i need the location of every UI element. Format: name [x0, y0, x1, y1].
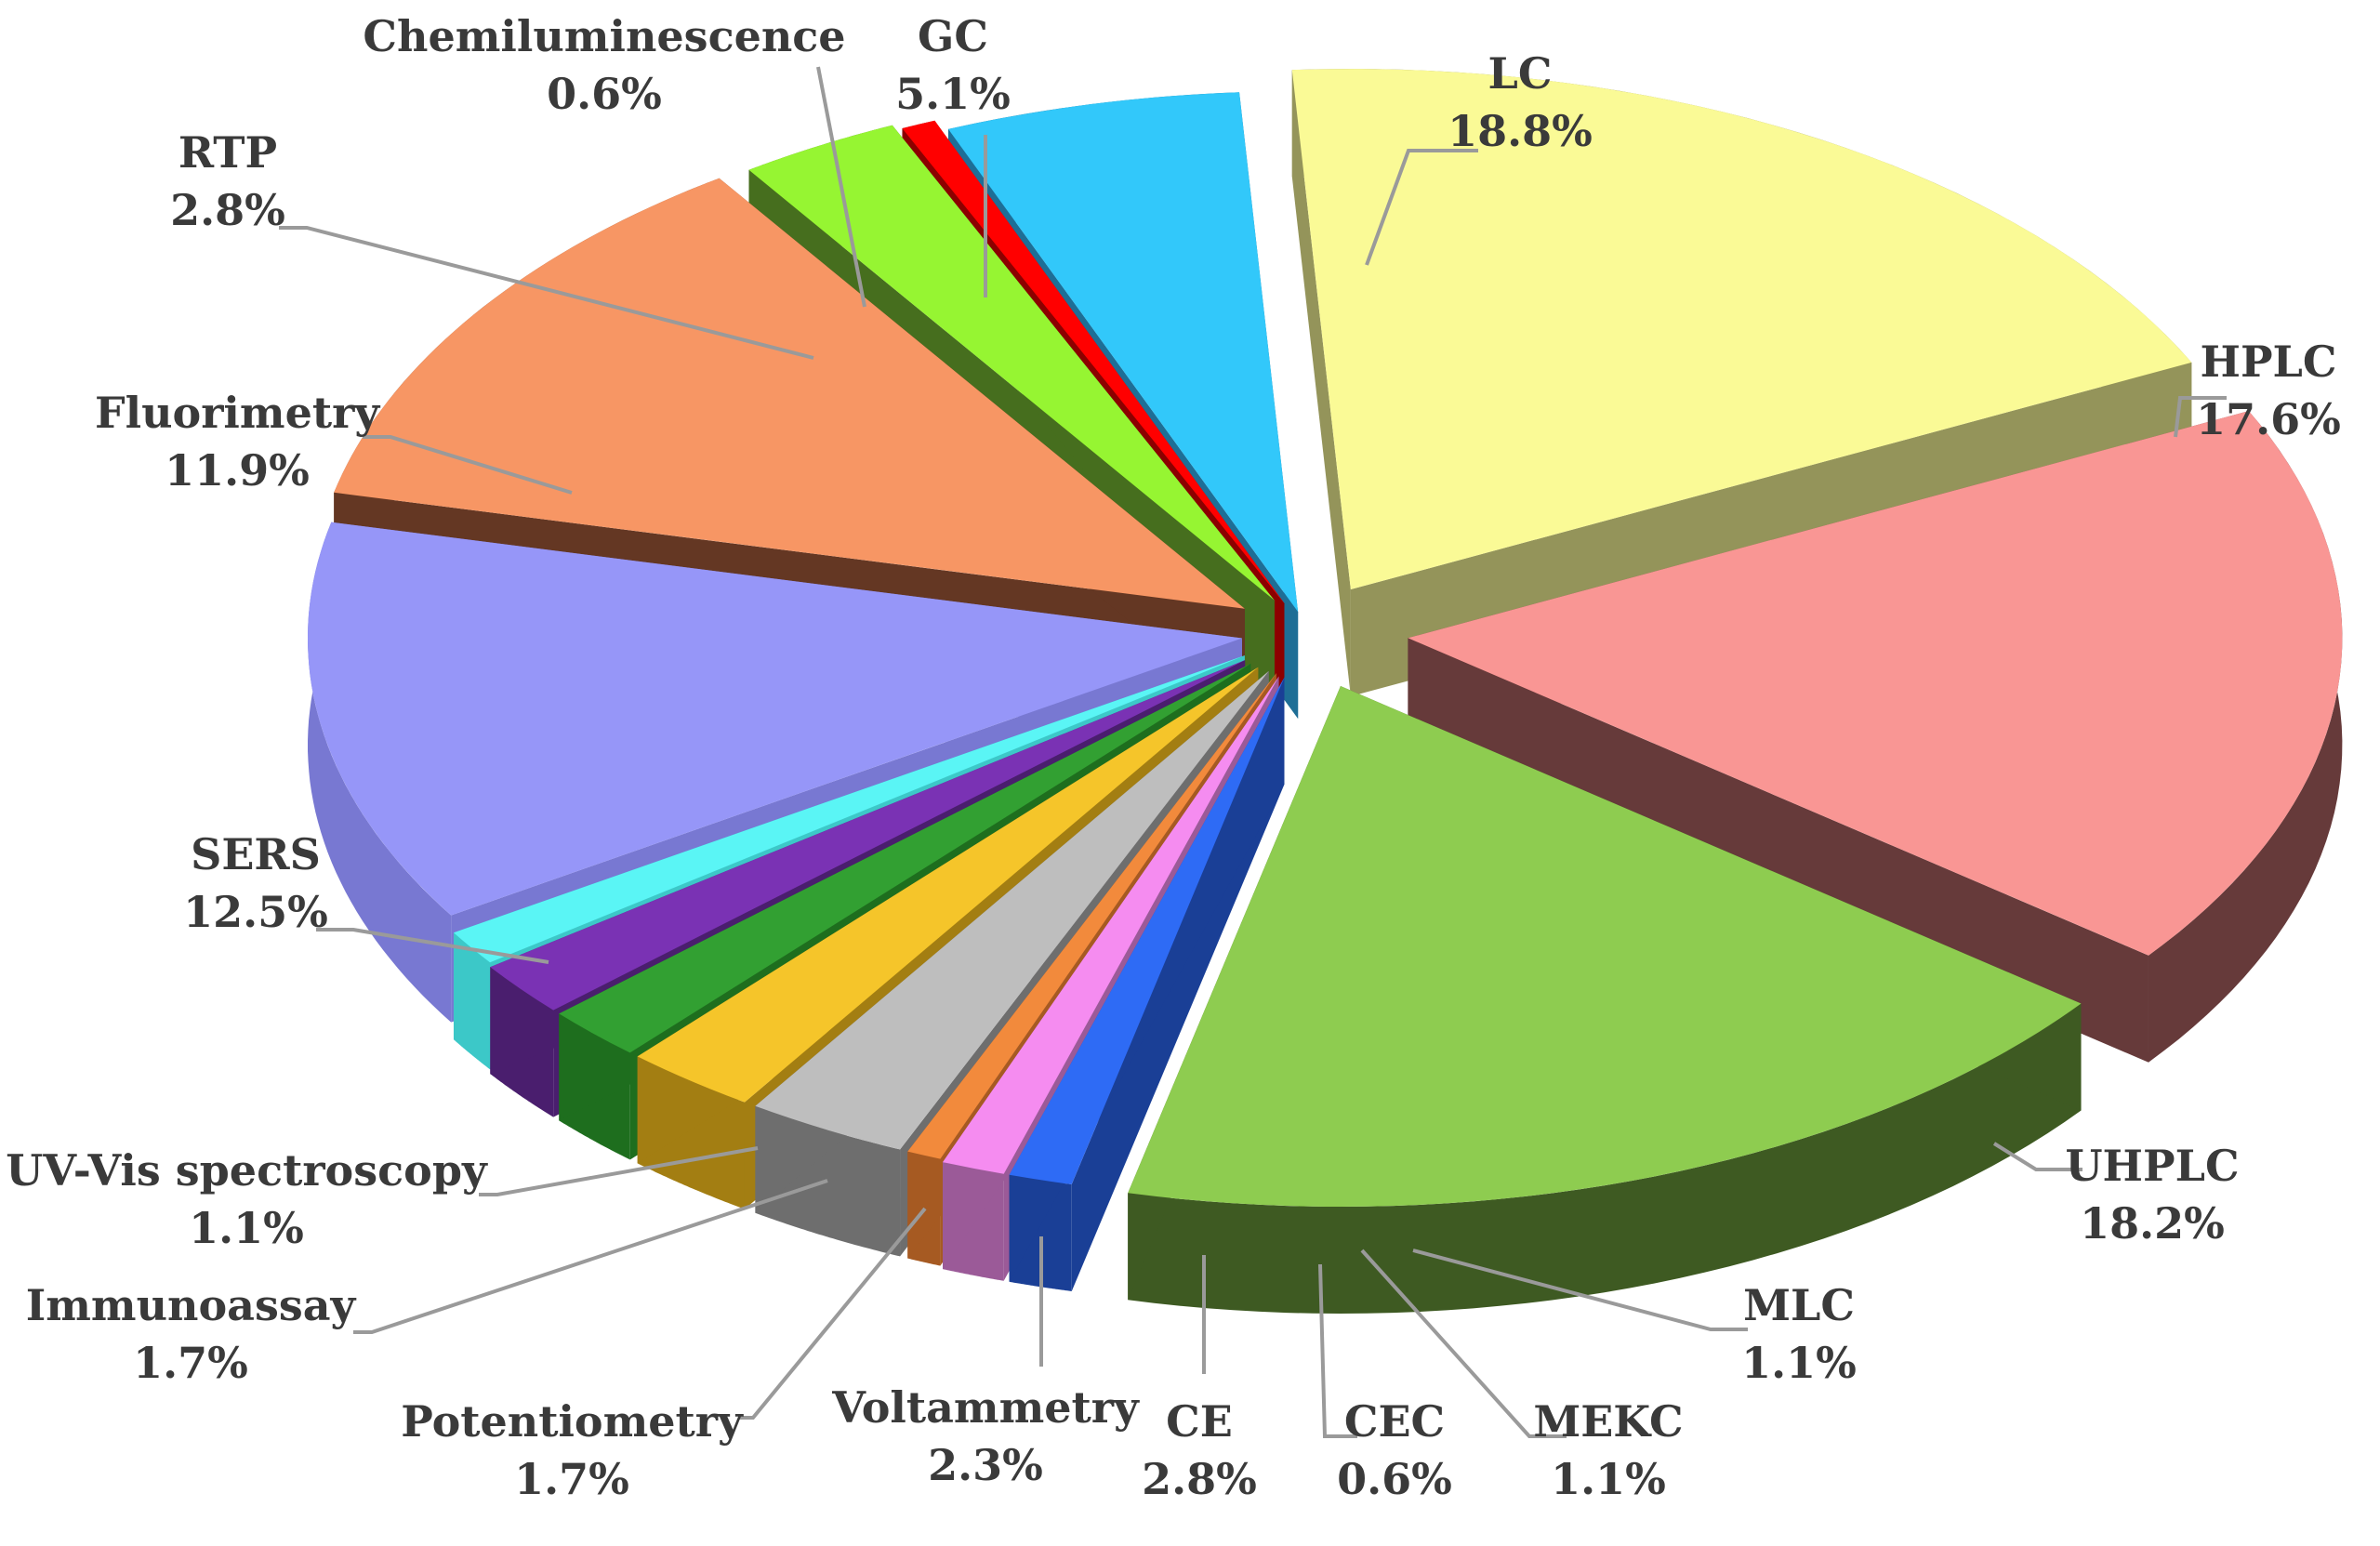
value-label-lc: 18.8%: [1448, 106, 1593, 156]
label-uhplc: UHPLC: [2065, 1141, 2239, 1191]
label-hplc: HPLC: [2200, 337, 2336, 387]
leader-line-hplc: [2174, 396, 2227, 438]
labels-layer: LC 18.8% HPLC 17.6% UHPLC 18.2% MLC 1.1% MEKC 1.1…: [6, 11, 2341, 1504]
slice-sers: [308, 522, 1242, 916]
value-label-immunoassay: 1.7%: [133, 1338, 248, 1388]
slice-potentiometry: [559, 663, 1251, 1053]
label-rtp: RTP: [178, 127, 277, 178]
leader-line-uhplc: [1992, 1142, 2082, 1171]
slice-immunoassay: [490, 660, 1246, 1011]
leader-line-immunoassay: [353, 1179, 828, 1334]
slice-chemiluminescence: [902, 120, 1285, 604]
value-label-mlc: 1.1%: [1741, 1338, 1857, 1388]
value-label-mekc: 1.1%: [1551, 1454, 1666, 1504]
slice-mlc: [1009, 677, 1285, 1184]
value-label-chemiluminescence: 0.6%: [547, 69, 662, 119]
leader-line-lc: [1365, 149, 1478, 266]
label-fluorimetry: Fluorimetry: [95, 388, 380, 438]
leader-line-fluorimetry: [363, 435, 573, 495]
slice-side-uhplc: [1128, 1003, 2082, 1314]
label-cec: CEC: [1344, 1396, 1445, 1447]
slice-uv-vis-spectroscopy: [454, 655, 1245, 963]
leader-line-cec: [1318, 1263, 1357, 1438]
leader-line-chemiluminescence: [816, 66, 866, 308]
slice-side-sers: [308, 522, 452, 1023]
slice-mekc: [943, 676, 1279, 1174]
leader-line-sers: [316, 928, 549, 964]
label-mlc: MLC: [1743, 1280, 1855, 1330]
label-uv-vis-spectroscopy: UV-Vis spectroscopy: [6, 1145, 488, 1196]
label-gc: GC: [918, 11, 988, 61]
value-label-ce: 2.8%: [1142, 1454, 1257, 1504]
slice-uhplc: [1128, 686, 2082, 1208]
slice-rtp: [748, 125, 1275, 601]
label-voltammetry: Voltammetry: [831, 1382, 1140, 1433]
slice-ce: [755, 670, 1269, 1150]
leader-line-potentiometry: [739, 1207, 927, 1420]
leader-line-uv-vis-spectroscopy: [479, 1146, 759, 1196]
value-label-sers: 12.5%: [183, 887, 328, 937]
slice-lc: [1291, 69, 2192, 590]
value-label-gc: 5.1%: [895, 69, 1011, 119]
slice-cec: [907, 673, 1276, 1159]
value-label-cec: 0.6%: [1337, 1454, 1452, 1504]
value-label-fluorimetry: 11.9%: [165, 445, 310, 496]
slice-wall-lc-0: [1291, 70, 1351, 697]
label-potentiometry: Potentiometry: [401, 1396, 744, 1447]
leader-line-mlc: [1412, 1249, 1748, 1331]
label-chemiluminescence: Chemiluminescence: [363, 11, 845, 61]
value-label-uhplc: 18.2%: [2080, 1198, 2225, 1249]
leader-line-mekc: [1360, 1249, 1567, 1438]
label-immunoassay: Immunoassay: [26, 1280, 357, 1330]
label-lc: LC: [1488, 48, 1553, 99]
slice-voltammetry: [637, 667, 1259, 1103]
value-label-voltammetry: 2.3%: [928, 1440, 1043, 1490]
slice-hplc: [1408, 411, 2343, 956]
leader-lines-layer: [279, 66, 2227, 1438]
value-label-rtp: 2.8%: [170, 185, 285, 235]
value-label-uv-vis-spectroscopy: 1.1%: [189, 1203, 304, 1253]
slice-tops-layer: [308, 69, 2343, 1208]
label-sers: SERS: [191, 829, 321, 879]
label-ce: CE: [1166, 1396, 1233, 1447]
label-mekc: MEKC: [1533, 1396, 1683, 1447]
leader-line-rtp: [279, 226, 814, 360]
value-label-hplc: 17.6%: [2196, 394, 2341, 444]
value-label-potentiometry: 1.7%: [514, 1454, 629, 1504]
slice-gc: [948, 92, 1299, 613]
slice-fluorimetry: [334, 178, 1245, 609]
